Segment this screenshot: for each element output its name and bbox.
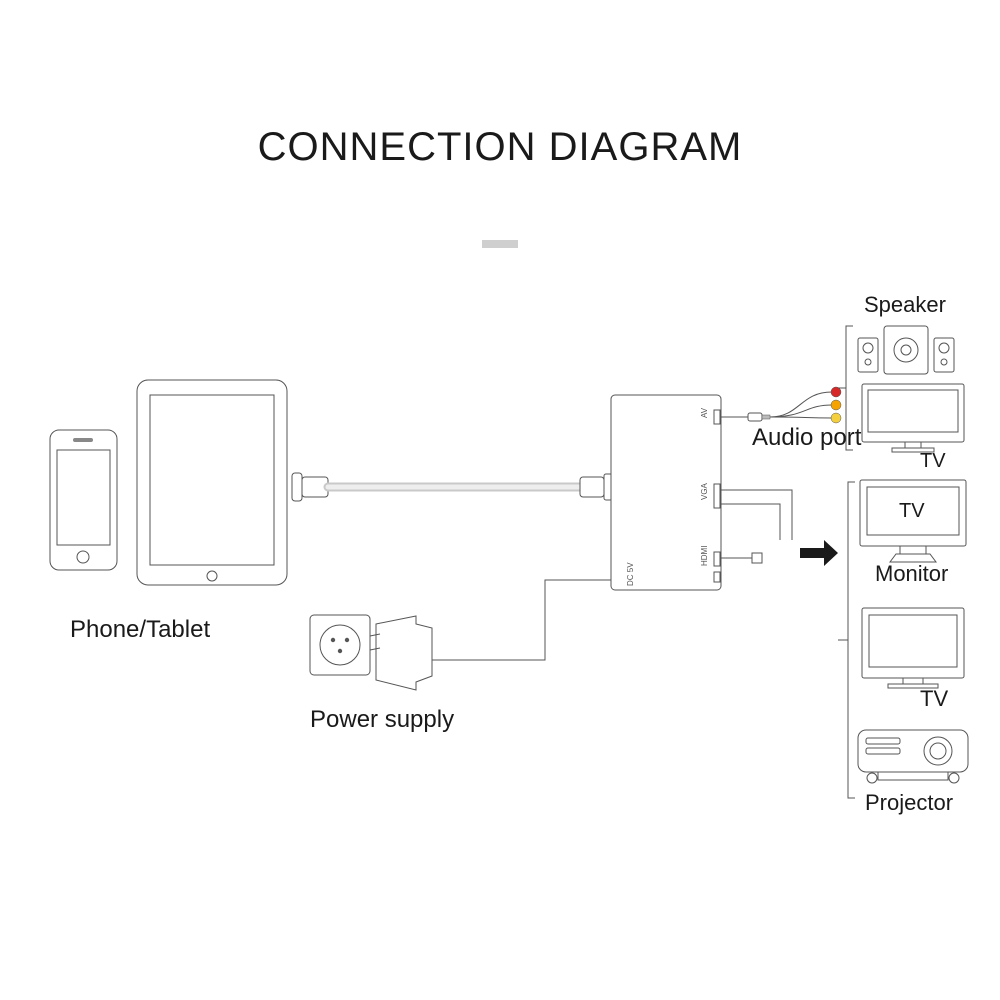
diagram-svg — [0, 0, 1000, 1000]
speaker-label: Speaker — [864, 292, 946, 318]
port-hdmi-label: HDMI — [700, 546, 709, 566]
diagram-stage: CONNECTION DIAGRAM — [0, 0, 1000, 1000]
av-cable — [720, 387, 841, 423]
port-dc5v-label: DC 5V — [626, 562, 635, 586]
audio-port-label: Audio port — [752, 424, 861, 452]
tv-bottom-icon — [862, 608, 964, 688]
bracket-bottom — [838, 482, 855, 798]
phone-icon — [50, 430, 117, 570]
port-vga-label: VGA — [700, 483, 709, 500]
vga-cable — [720, 490, 792, 540]
tv-top-icon — [862, 384, 964, 452]
power-supply-icon — [310, 580, 611, 690]
power-supply-label: Power supply — [310, 706, 454, 734]
projector-label: Projector — [865, 790, 953, 816]
tv-screen-text: TV — [899, 500, 925, 523]
phone-tablet-label: Phone/Tablet — [70, 616, 210, 644]
tv1-label: TV — [920, 450, 946, 473]
tablet-icon — [137, 380, 287, 585]
speaker-icon — [858, 326, 954, 374]
main-cable — [292, 473, 612, 501]
monitor-label: Monitor — [875, 561, 948, 587]
hdmi-cable — [720, 553, 762, 563]
arrow-icon — [800, 540, 838, 566]
projector-icon — [858, 730, 968, 783]
tv2-label: TV — [920, 686, 948, 712]
port-av-label: AV — [700, 408, 709, 418]
